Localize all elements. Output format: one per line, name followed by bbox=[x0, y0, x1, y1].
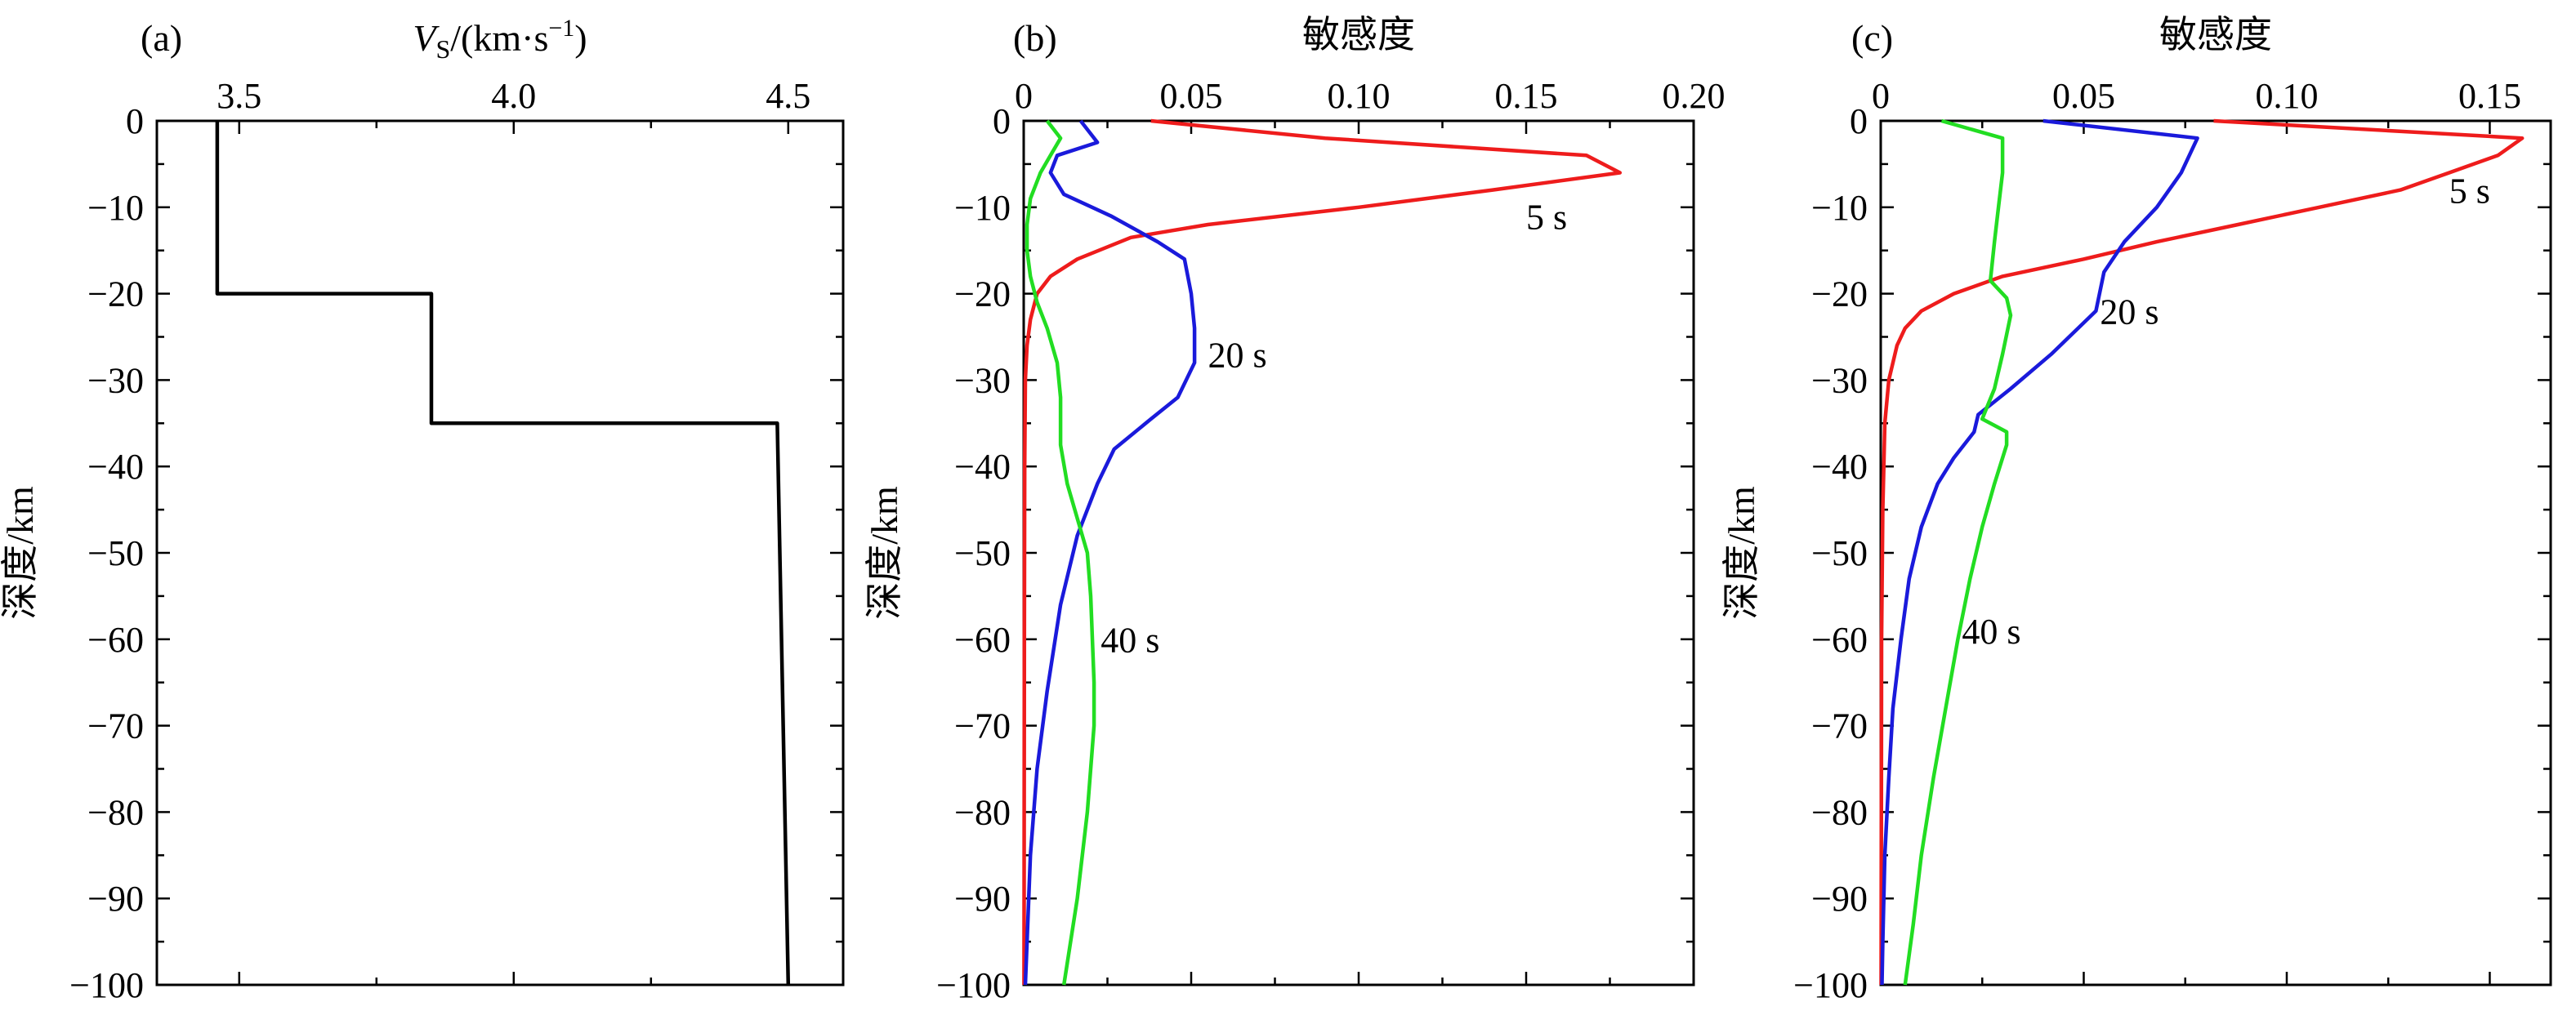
y-tick-label: −20 bbox=[87, 274, 144, 314]
series-annotation: 20 s bbox=[2100, 292, 2159, 332]
y-tick-label: 0 bbox=[1850, 101, 1868, 141]
plot-frame bbox=[1879, 119, 2552, 987]
tick-labels: 0 −10 −20 −30 −40 −50 −60 −70 −80 −90 −100 3.5 4.0 4.… bbox=[69, 76, 810, 1005]
x-axis-label-superscript: −1 bbox=[548, 15, 574, 42]
x-tick-label: 0.20 bbox=[1663, 76, 1726, 116]
y-tick-label: −40 bbox=[954, 447, 1011, 487]
y-tick-label: −60 bbox=[954, 620, 1011, 660]
x-tick-label: 0 bbox=[1872, 76, 1890, 116]
y-axis-label: 深度/km bbox=[864, 486, 905, 620]
x-tick-label: 0 bbox=[1015, 76, 1033, 116]
series-line bbox=[1880, 118, 2199, 986]
y-tick-label: −20 bbox=[954, 274, 1011, 314]
x-tick-label: 3.5 bbox=[217, 76, 261, 116]
x-tick-label: 0.15 bbox=[1495, 76, 1558, 116]
y-tick-label: −10 bbox=[1811, 188, 1868, 228]
panel-label: (a) bbox=[141, 17, 182, 59]
y-tick-label: −70 bbox=[954, 706, 1011, 746]
tick-labels: 0 −10 −20 −30 −40 −50 −60 −70 −80 −90 −100 0 0.05 0.1… bbox=[1793, 76, 2521, 1005]
x-tick-label: 0.05 bbox=[2052, 76, 2115, 116]
y-tick-label: −60 bbox=[1811, 620, 1868, 660]
y-tick-label: −50 bbox=[954, 533, 1011, 573]
y-tick-label: −90 bbox=[87, 879, 144, 919]
x-axis-label: 敏感度 bbox=[1302, 14, 1415, 56]
y-tick-label: −70 bbox=[1811, 706, 1868, 746]
panel-a: 0 −10 −20 −30 −40 −50 −60 −70 −80 −90 −100 3.5 4.0 4.… bbox=[0, 15, 845, 1005]
y-tick-label: −100 bbox=[936, 965, 1011, 1005]
x-tick-label: 4.5 bbox=[766, 76, 810, 116]
x-axis-label-unit: /(km·s bbox=[450, 17, 548, 59]
y-tick-label: −80 bbox=[954, 792, 1011, 832]
annotations: 5 s 20 s 40 s bbox=[1100, 197, 1567, 660]
y-tick-label: −30 bbox=[1811, 360, 1868, 400]
x-tick-label: 0.10 bbox=[1328, 76, 1391, 116]
y-tick-label: −50 bbox=[87, 533, 144, 573]
plot-frame bbox=[155, 119, 845, 987]
x-tick-label: 4.0 bbox=[491, 76, 536, 116]
y-tick-label: −30 bbox=[87, 360, 144, 400]
panel-label: (b) bbox=[1013, 17, 1057, 59]
series-annotation: 40 s bbox=[1100, 621, 1159, 661]
series-layer bbox=[1879, 118, 2525, 986]
series-line bbox=[1022, 118, 1623, 986]
x-tick-label: 0.15 bbox=[2458, 76, 2521, 116]
y-tick-label: −30 bbox=[954, 360, 1011, 400]
y-axis-label: 深度/km bbox=[1721, 486, 1762, 620]
series-line bbox=[1879, 118, 2525, 986]
y-tick-label: −100 bbox=[69, 965, 144, 1005]
y-tick-label: −50 bbox=[1811, 533, 1868, 573]
x-axis-label: 敏感度 bbox=[2159, 14, 2272, 56]
series-line bbox=[1903, 118, 2013, 986]
panel-b: 0 −10 −20 −30 −40 −50 −60 −70 −80 −90 −100 0 0.05 0.1… bbox=[864, 14, 1726, 1005]
axis-ticks bbox=[157, 119, 843, 987]
axis-ticks bbox=[1022, 119, 1695, 987]
y-tick-label: −70 bbox=[87, 706, 144, 746]
y-tick-label: −20 bbox=[1811, 274, 1868, 314]
y-tick-label: 0 bbox=[126, 101, 144, 141]
axis-ticks bbox=[1879, 119, 2551, 987]
x-axis-label-subscript: S bbox=[435, 34, 450, 64]
y-tick-label: −40 bbox=[87, 447, 144, 487]
x-tick-label: 0.10 bbox=[2255, 76, 2318, 116]
y-tick-label: −90 bbox=[1811, 879, 1868, 919]
tick-labels: 0 −10 −20 −30 −40 −50 −60 −70 −80 −90 −100 0 0.05 0.1… bbox=[936, 76, 1725, 1005]
series-line bbox=[1023, 119, 1197, 986]
plot-frame bbox=[1022, 119, 1695, 987]
series-layer bbox=[215, 121, 791, 986]
annotations: 5 s 20 s 40 s bbox=[1962, 171, 2489, 652]
y-tick-label: −80 bbox=[87, 792, 144, 832]
y-tick-label: −10 bbox=[87, 188, 144, 228]
y-axis-label: 深度/km bbox=[0, 486, 41, 620]
series-annotation: 5 s bbox=[2449, 171, 2490, 212]
y-tick-label: −100 bbox=[1793, 965, 1868, 1005]
y-tick-label: −40 bbox=[1811, 447, 1868, 487]
x-axis-label: VS/(km·s−1) bbox=[413, 15, 587, 64]
y-tick-label: −60 bbox=[87, 620, 144, 660]
x-axis-label-close: ) bbox=[574, 17, 587, 59]
series-annotation: 5 s bbox=[1526, 197, 1567, 237]
series-annotation: 40 s bbox=[1962, 612, 2020, 652]
panel-c: 0 −10 −20 −30 −40 −50 −60 −70 −80 −90 −100 0 0.05 0.1… bbox=[1721, 14, 2552, 1005]
series-line bbox=[1025, 119, 1096, 986]
series-annotation: 20 s bbox=[1208, 336, 1267, 376]
y-tick-label: −80 bbox=[1811, 792, 1868, 832]
y-tick-label: −90 bbox=[954, 879, 1011, 919]
x-tick-label: 0.05 bbox=[1160, 76, 1223, 116]
panel-label: (c) bbox=[1851, 17, 1893, 59]
series-layer bbox=[1022, 118, 1623, 986]
x-axis-label-variable: V bbox=[413, 17, 440, 59]
y-tick-label: −10 bbox=[954, 188, 1011, 228]
series-line bbox=[215, 121, 791, 986]
y-tick-label: 0 bbox=[993, 101, 1011, 141]
